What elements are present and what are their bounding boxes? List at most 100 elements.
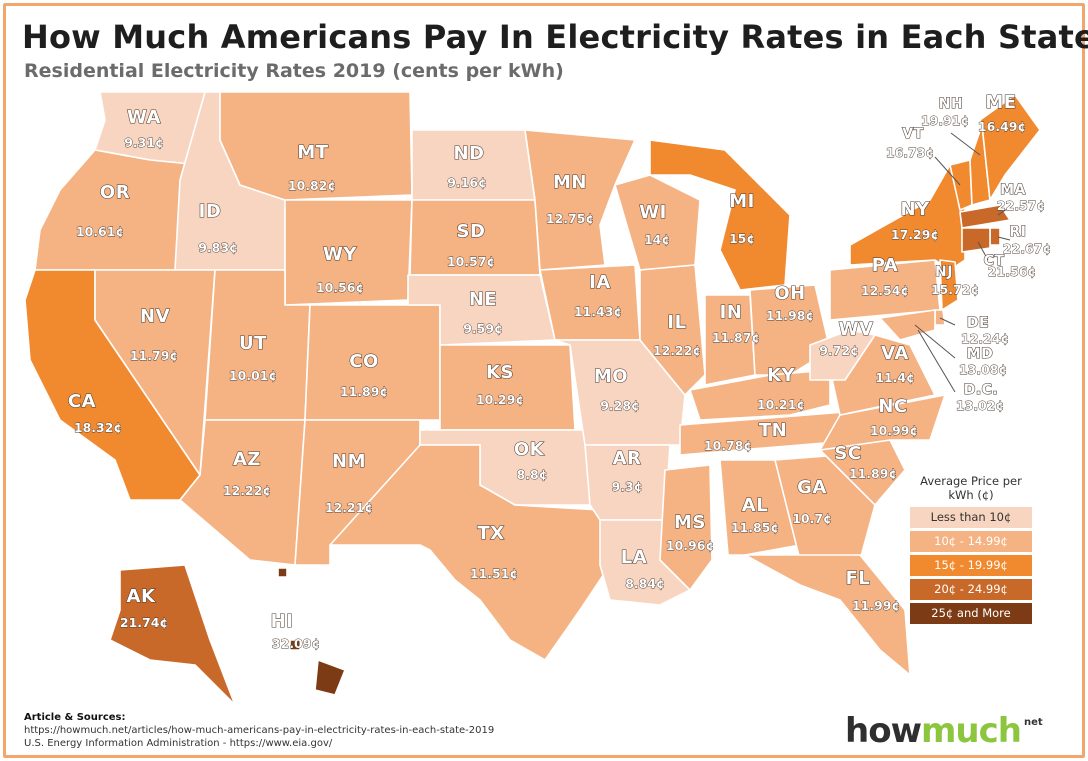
howmuch-logo[interactable]: howmuch net [845,711,1043,751]
state-value-wv: 9.72¢ [819,343,859,358]
image-frame [3,3,1085,758]
state-wv [809,329,876,381]
state-value-hi: 32.09¢ [272,636,320,651]
state-label-ms: MS [674,512,706,533]
state-value-mi: 15¢ [729,231,755,246]
legend-item: 10¢ - 14.99¢ [910,531,1032,552]
leader-line-ct [977,241,989,261]
state-label-ut: UT [239,333,267,354]
state-label-va: VA [881,343,909,364]
leader-line-md [914,324,956,359]
state-value-tn: 10.78¢ [704,438,752,453]
legend-title: Average Price per kWh (¢) [920,474,1022,502]
state-label-ct: CT [984,253,1005,269]
state-label-al: AL [742,495,768,516]
state-label-fl: FL [846,568,871,589]
state-value-co: 11.89¢ [340,384,388,399]
state-label-nh: NH [939,96,963,112]
state-label-sc: SC [834,443,861,464]
state-value-ny: 17.29¢ [891,227,939,242]
state-label-ne: NE [469,289,497,310]
state-label-ak: AK [127,586,156,607]
state-value-de: 12.24¢ [961,331,1009,346]
state-value-ia: 11.43¢ [574,304,622,319]
state-label-mo: MO [594,366,628,387]
state-value-mt: 10.82¢ [288,178,336,193]
state-label-pa: PA [872,255,898,276]
state-value-mo: 9.28¢ [600,398,640,413]
legend-item: 15¢ - 19.99¢ [910,555,1032,576]
state-value-me: 16.49¢ [978,119,1026,134]
state-value-la: 8.84¢ [625,576,665,591]
state-label-nd: ND [453,143,484,164]
state-value-pa: 12.54¢ [861,283,909,298]
state-label-ca: CA [68,391,96,412]
state-value-ga: 10.7¢ [792,511,832,526]
state-value-ok: 8.8¢ [517,467,548,482]
state-label-md: MD [967,346,994,362]
state-label-ks: KS [486,362,514,383]
state-value-va: 11.4¢ [875,370,915,385]
state-value-nd: 9.16¢ [447,175,487,190]
state-value-ar: 9.3¢ [612,479,643,494]
state-value-ut: 10.01¢ [229,368,277,383]
state-label-nv: NV [140,306,170,327]
state-value-sc: 11.89¢ [849,466,897,481]
state-label-sd: SD [457,221,486,242]
state-value-id: 9.83¢ [198,240,238,255]
state-label-oh: OH [774,283,805,304]
article-link[interactable]: https://howmuch.net/articles/how-much-am… [24,725,495,736]
state-ks [439,344,576,431]
state-ky [689,369,831,421]
state-ak [109,564,236,706]
state-value-wi: 14¢ [644,232,670,247]
legend-item: Less than 10¢ [910,507,1032,528]
state-value-sd: 10.57¢ [447,254,495,269]
sources-block: Article & Sources: https://howmuch.net/a… [24,711,494,750]
state-value-nj: 15.72¢ [931,282,979,297]
state-label-mt: MT [297,142,328,163]
eia-source: U.S. Energy Information Administration -… [24,738,333,749]
leader-line-ma [997,204,1014,216]
state-label-mi: MI [729,191,755,212]
state-value-wy: 10.56¢ [316,280,364,295]
state-label-vt: VT [902,126,923,142]
logo-how: how [845,711,922,751]
state-label-dc: D.C. [964,382,999,398]
state-label-wy: WY [323,244,357,265]
state-label-in: IN [720,302,743,323]
state-value-or: 10.61¢ [76,224,124,239]
state-ct [961,227,991,253]
state-label-wa: WA [127,107,161,128]
state-value-nm: 12.21¢ [325,500,373,515]
state-value-ak: 21.74¢ [120,615,168,630]
state-value-nv: 11.79¢ [130,348,178,363]
state-label-tx: TX [477,523,504,544]
state-value-nc: 10.99¢ [870,423,918,438]
state-value-ri: 22.67¢ [1003,241,1051,256]
state-value-wa: 9.31¢ [124,135,164,150]
state-label-id: ID [199,201,222,222]
state-label-la: LA [621,547,647,568]
state-value-ks: 10.29¢ [476,392,524,407]
state-label-az: AZ [233,449,261,470]
logo-net: net [1023,717,1043,728]
state-wi [614,174,701,271]
state-il [639,264,706,396]
state-ms [659,464,713,591]
state-label-nj: NJ [935,264,953,280]
leader-line-vt [934,156,961,186]
state-nj [939,259,959,311]
sources-heading: Article & Sources: [24,712,126,723]
state-mi [649,139,791,291]
state-tx [329,444,611,661]
page-subtitle: Residential Electricity Rates 2019 (cent… [24,60,564,82]
state-value-ct: 21.56¢ [988,264,1036,279]
legend-item: 25¢ and More [910,603,1032,624]
state-value-il: 12.22¢ [653,343,701,358]
state-value-ms: 10.96¢ [666,538,714,553]
state-mn [524,129,636,271]
state-value-ca: 18.32¢ [74,420,122,435]
state-hi [277,567,346,696]
